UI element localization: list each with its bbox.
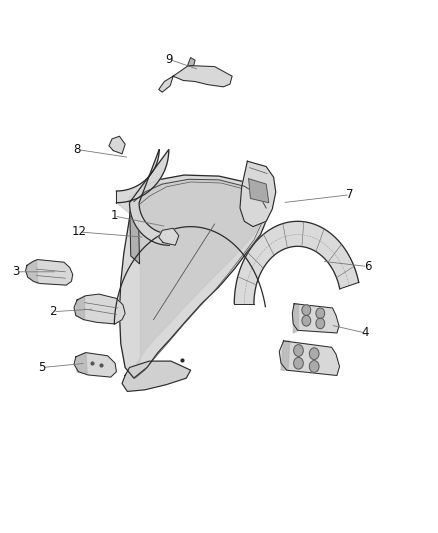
Polygon shape xyxy=(234,221,359,304)
Text: 1: 1 xyxy=(110,209,118,222)
Polygon shape xyxy=(27,260,38,284)
Polygon shape xyxy=(117,150,169,245)
Polygon shape xyxy=(240,161,276,227)
Text: 12: 12 xyxy=(72,225,87,238)
Circle shape xyxy=(302,305,311,316)
Text: 7: 7 xyxy=(346,188,354,201)
Circle shape xyxy=(316,308,325,319)
Polygon shape xyxy=(76,353,87,374)
Polygon shape xyxy=(135,179,267,368)
Text: 3: 3 xyxy=(12,265,20,278)
Polygon shape xyxy=(120,175,269,378)
Polygon shape xyxy=(249,179,269,203)
Polygon shape xyxy=(74,353,117,377)
Polygon shape xyxy=(159,228,179,245)
Polygon shape xyxy=(281,341,290,370)
Circle shape xyxy=(309,361,319,372)
Text: 4: 4 xyxy=(361,326,369,340)
Polygon shape xyxy=(122,361,191,391)
Polygon shape xyxy=(292,304,339,333)
Polygon shape xyxy=(130,197,140,264)
Polygon shape xyxy=(173,66,232,87)
Circle shape xyxy=(293,358,303,369)
Text: 2: 2 xyxy=(49,305,57,318)
Polygon shape xyxy=(117,150,169,245)
Polygon shape xyxy=(25,260,73,285)
Polygon shape xyxy=(74,294,125,324)
Circle shape xyxy=(309,348,319,360)
Polygon shape xyxy=(187,58,195,66)
Circle shape xyxy=(316,318,325,329)
Text: 8: 8 xyxy=(74,143,81,156)
Text: 5: 5 xyxy=(39,361,46,374)
Text: 9: 9 xyxy=(165,53,173,66)
Circle shape xyxy=(302,316,311,326)
Text: 6: 6 xyxy=(364,260,371,273)
Polygon shape xyxy=(109,136,125,154)
Polygon shape xyxy=(293,304,298,333)
Polygon shape xyxy=(279,341,339,375)
Polygon shape xyxy=(76,296,85,320)
Polygon shape xyxy=(159,76,173,92)
Circle shape xyxy=(293,345,303,357)
